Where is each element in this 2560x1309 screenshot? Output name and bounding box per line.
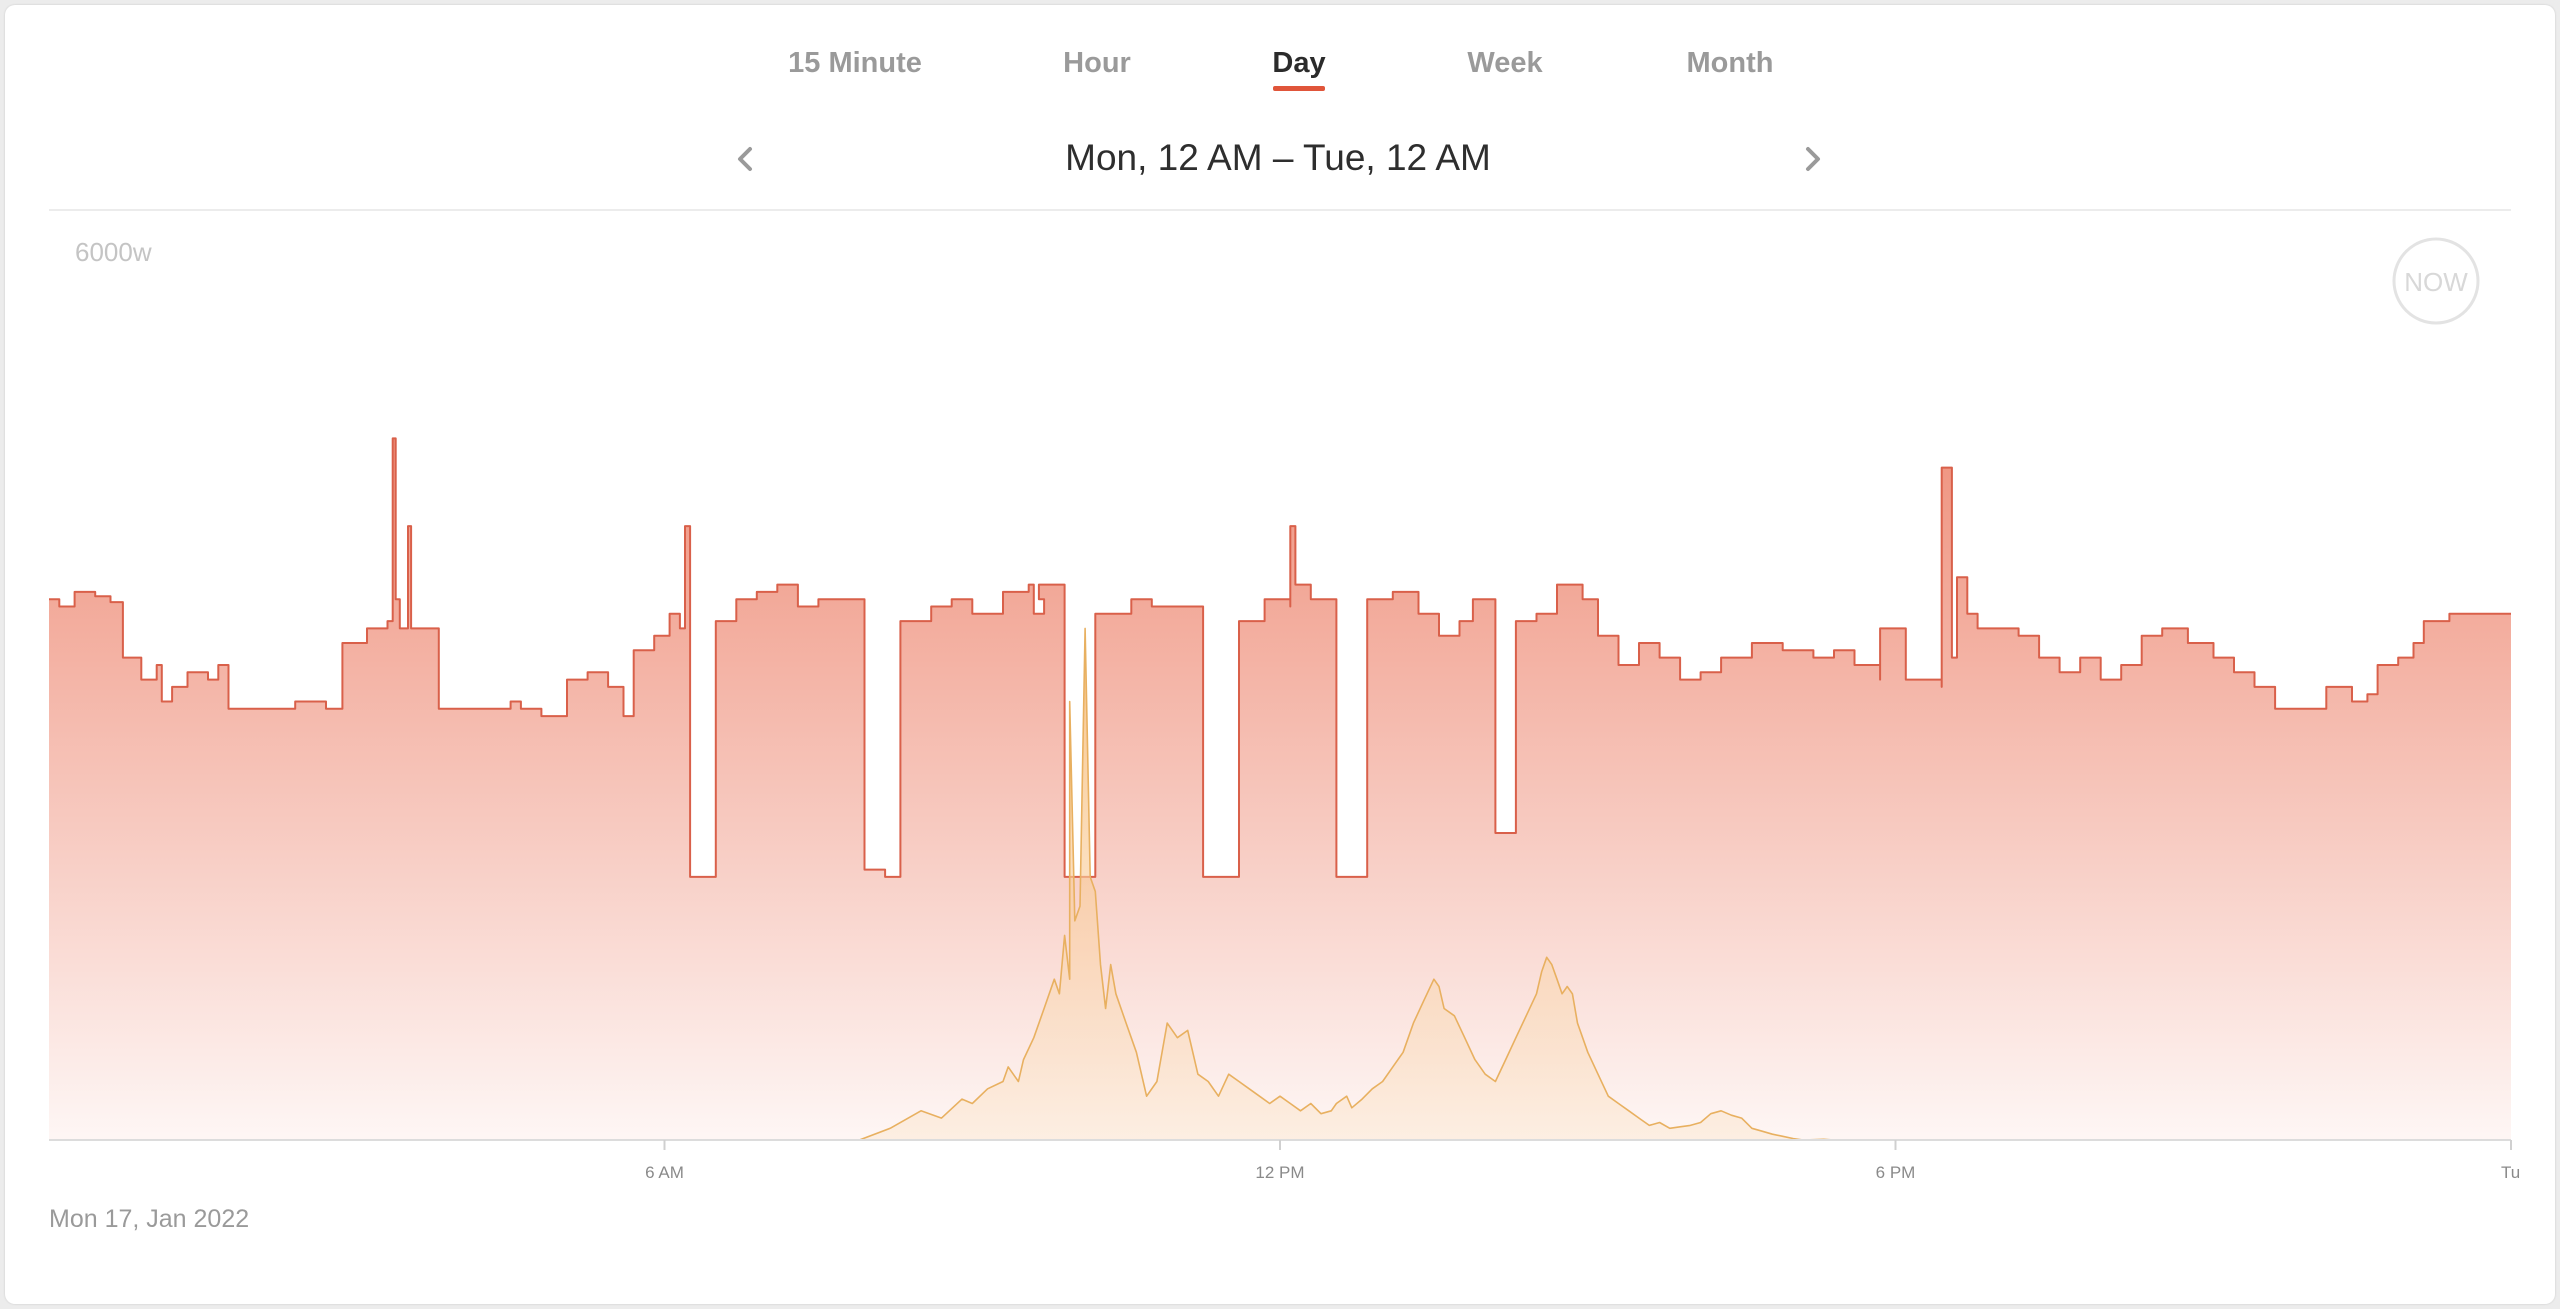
x-tick-label: Tu [2501,1163,2520,1182]
tab-day[interactable]: Day [1272,47,1326,79]
now-button[interactable]: NOW [2392,237,2480,325]
active-tab-underline [1273,86,1325,91]
now-button-label: NOW [2404,267,2468,297]
usage-line [49,437,2511,878]
tab-hour[interactable]: Hour [1063,47,1131,79]
plot-layer [49,437,2511,1141]
tab-15-minute[interactable]: 15 Minute [788,47,922,79]
x-tick-label: 6 PM [1876,1163,1916,1182]
tab-month[interactable]: Month [1686,47,1774,79]
date-range-label: Mon, 12 AM – Tue, 12 AM [1065,137,1491,178]
solar-area [859,628,1834,1140]
tab-week[interactable]: Week [1467,47,1543,79]
chevron-left-icon[interactable] [726,139,766,179]
x-tick-label: 12 PM [1255,1163,1304,1182]
y-axis-max-label: 6000w [75,237,152,267]
solar-line [859,627,1835,1141]
energy-usage-card: 15 Minute Hour Day Week Month Mon, 12 AM… [5,5,2555,1304]
x-axis-ticks: 6 AM 12 PM 6 PM Tu [645,1140,2520,1182]
energy-chart: 6000w NOW 6 AM 12 PM 6 PM Tu [49,237,2520,1182]
usage-area [49,438,2511,1140]
footer-date: Mon 17, Jan 2022 [49,1205,250,1233]
time-range-tabs: 15 Minute Hour Day Week Month [5,5,2555,105]
header-divider [49,209,2511,211]
chevron-right-icon[interactable] [1792,139,1832,179]
date-range-navigator: Mon, 12 AM – Tue, 12 AM [5,125,2555,195]
x-tick-label: 6 AM [645,1163,684,1182]
